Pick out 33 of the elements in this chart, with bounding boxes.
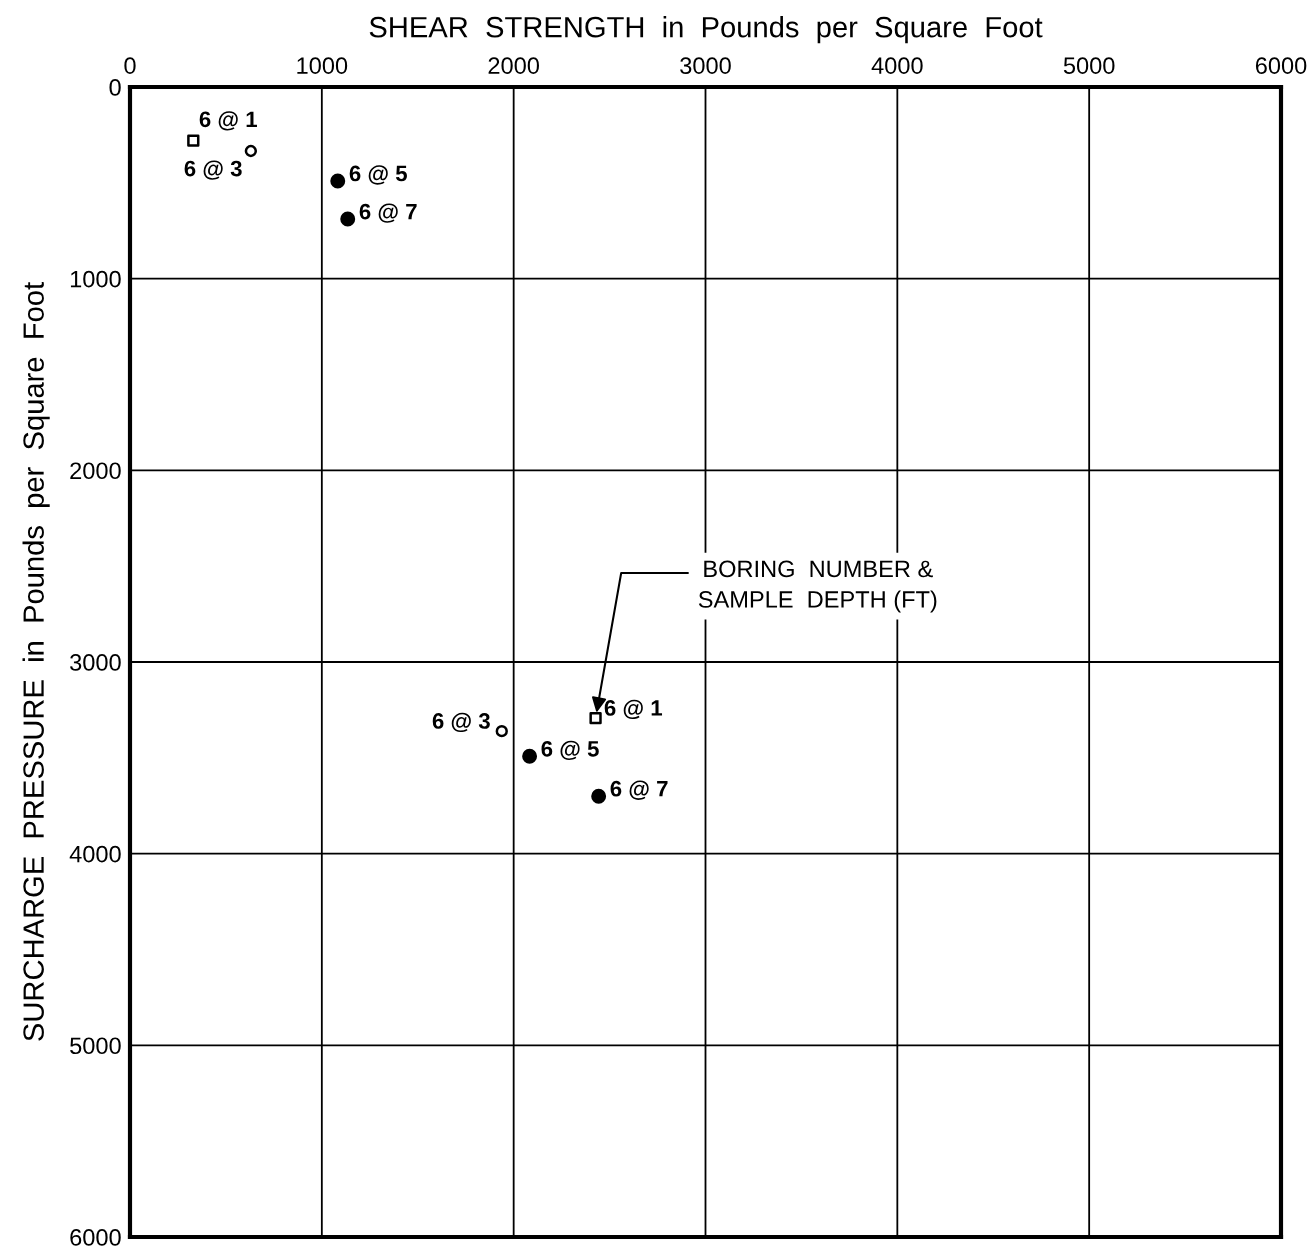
y-tick-label: 5000 [70,1037,121,1055]
y-tick-label: 4000 [69,845,121,863]
point [187,134,200,147]
x-tick-label: 0 [124,57,136,74]
x-tick-label: 5000 [1063,57,1115,74]
x-tick-label: 3000 [680,57,731,74]
point [591,788,607,804]
x-tick-label: 2000 [488,57,540,74]
y-tick-label: 6000 [70,1229,121,1246]
y-tick-label: 0 [109,79,121,96]
data-label: 6 @ 3 [184,160,242,180]
data-label: 6 @ 5 [541,740,599,761]
x-tick-label: 4000 [871,57,923,74]
x-tick-label: 6000 [1255,57,1307,74]
y-axis-title: SURCHARGE PRESSURE in Pounds per Square Foot [22,282,50,1041]
point [340,211,356,227]
point [495,725,508,738]
x-tick-label: 1000 [297,57,348,74]
y-tick-label: 1000 [70,270,121,288]
x-axis-title: SHEAR STRENGTH in Pounds per Square Foot [369,16,1043,44]
data-label: 6 @ 7 [610,780,668,800]
data-label: 6 @ 1 [604,699,663,720]
data-label: 6 @ 3 [432,712,490,733]
annotation: BORING NUMBER & SAMPLE DEPTH (FT) [698,560,937,613]
y-tick-label: 3000 [70,654,121,671]
y-tick-label: 2000 [70,462,121,480]
point [330,173,346,189]
data-label: 6 @ 7 [359,203,417,223]
data-label: 6 @ 5 [349,165,407,185]
point [589,712,602,725]
data-label: 6 @ 1 [199,111,257,131]
point [244,144,258,158]
point [522,748,538,764]
